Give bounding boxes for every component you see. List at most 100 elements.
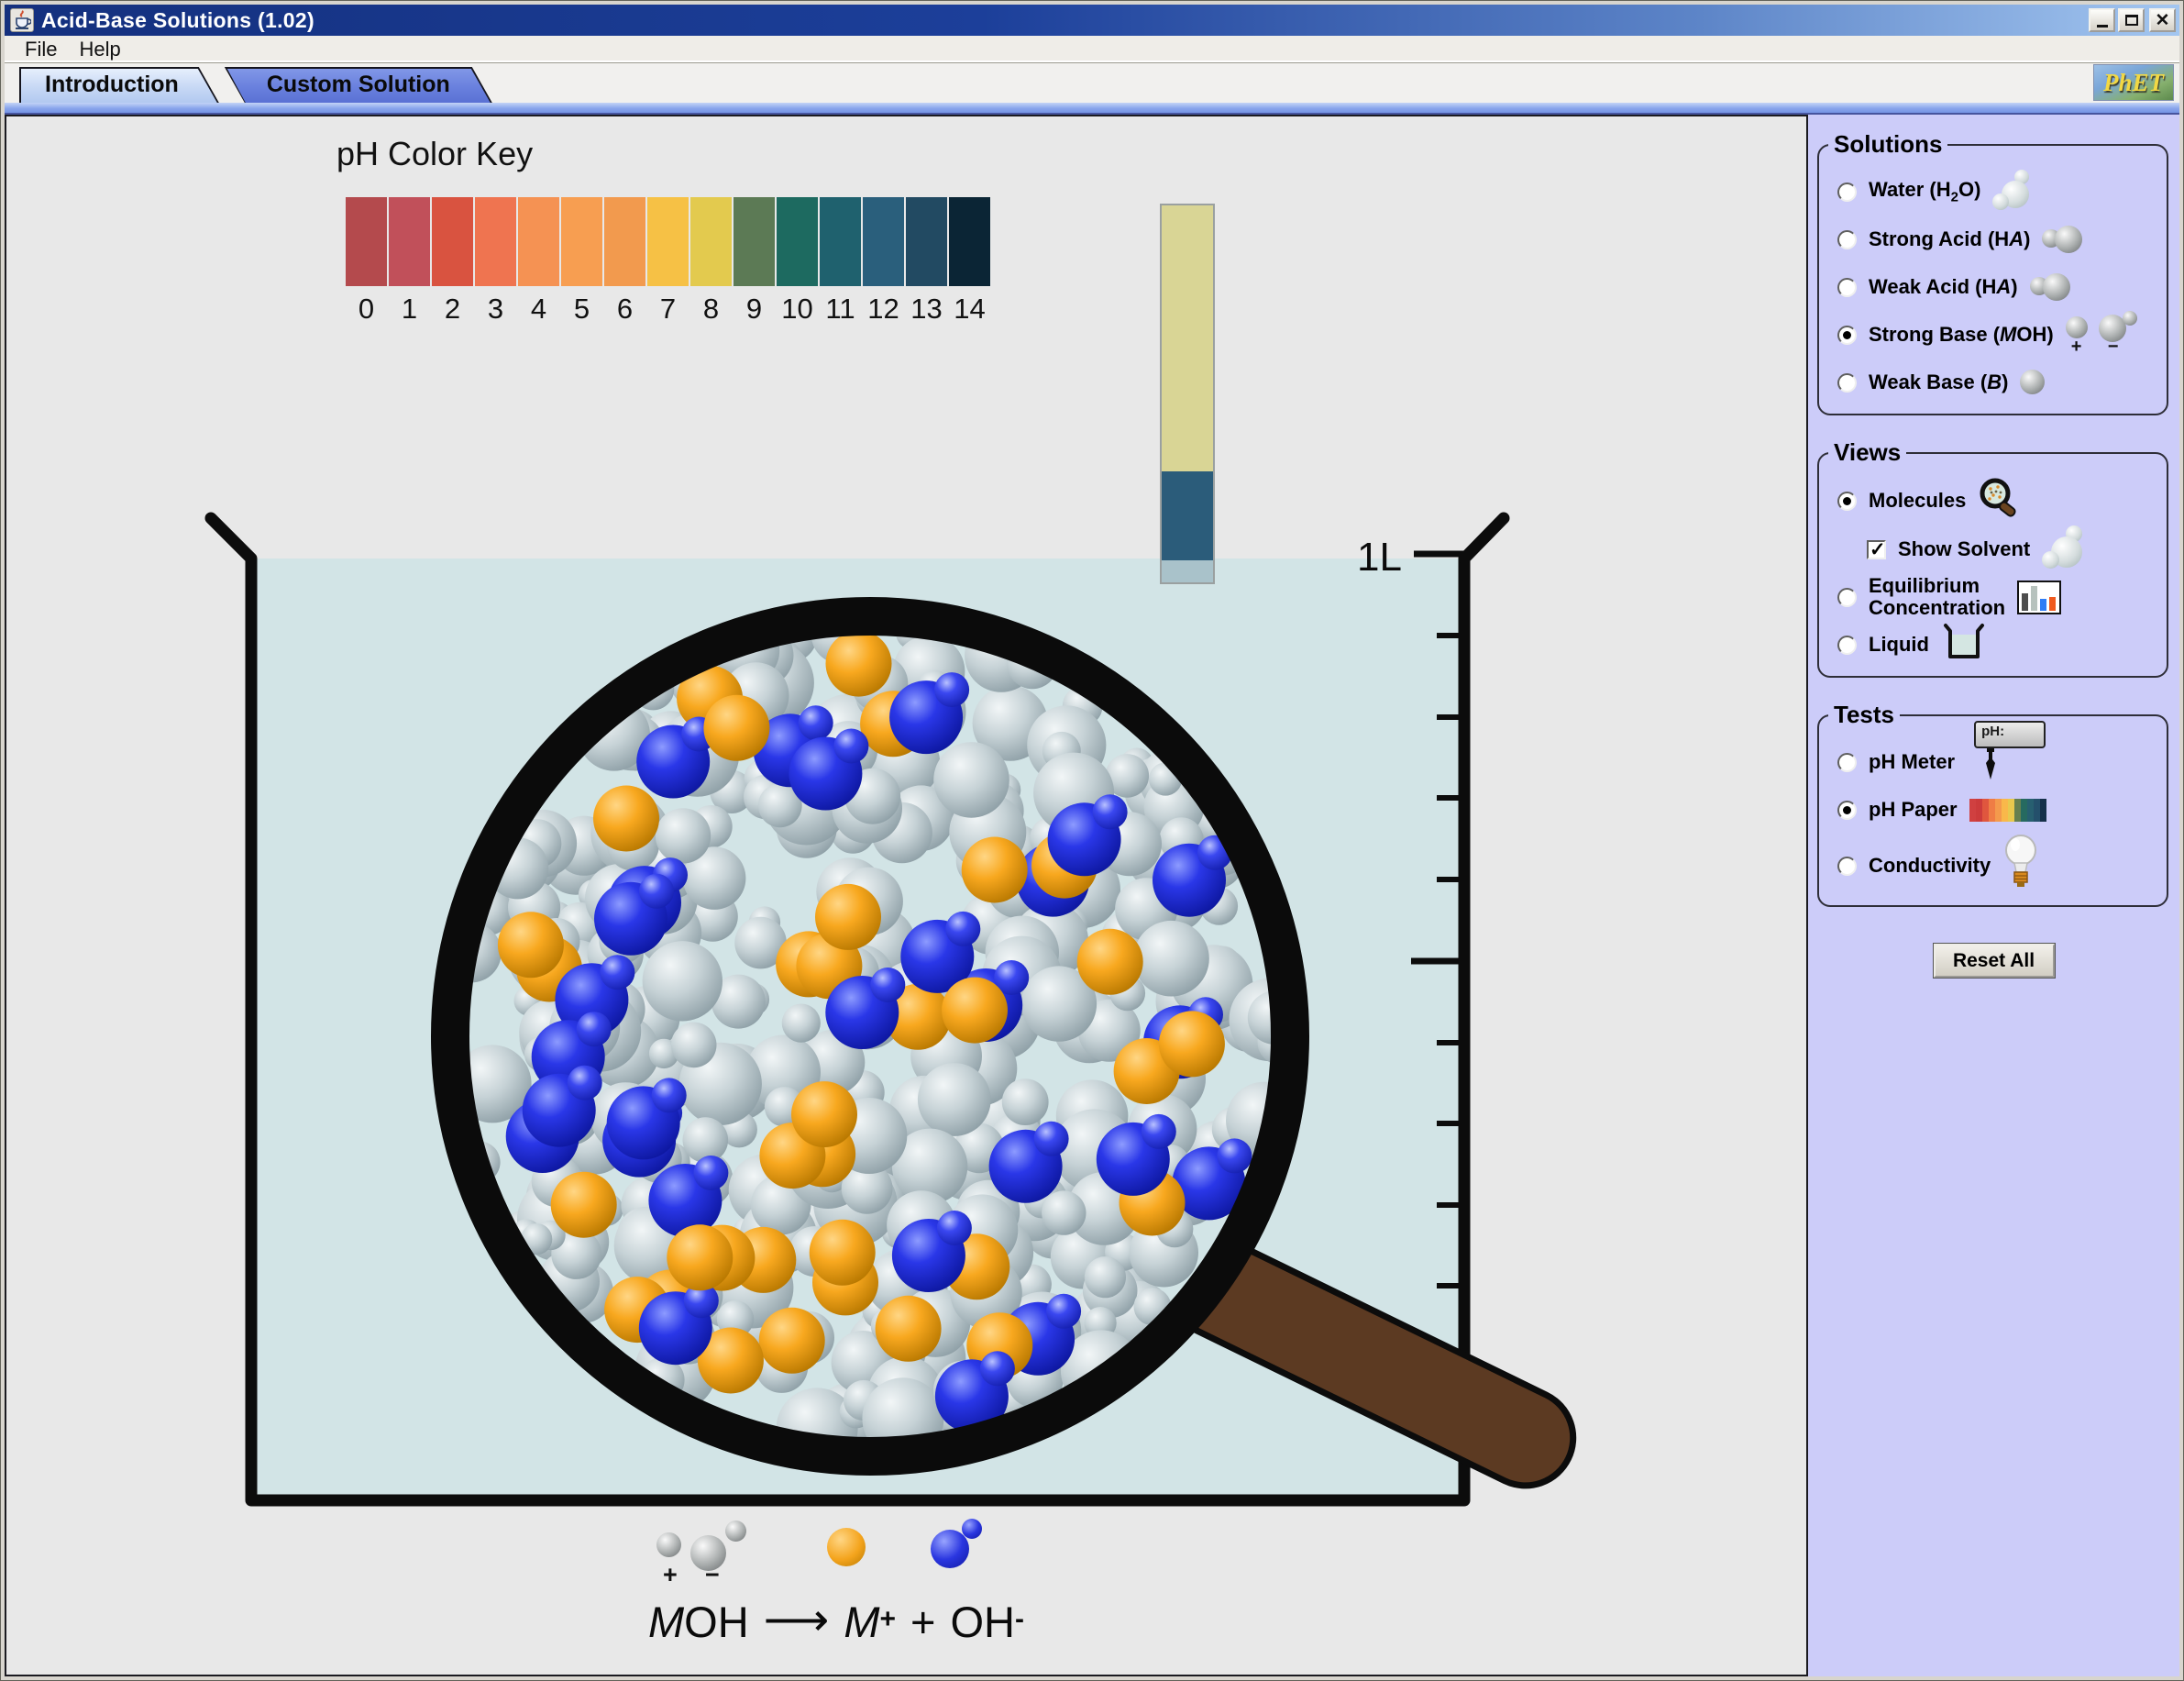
ph-swatch-5 bbox=[561, 197, 602, 286]
tab-separator-strip bbox=[5, 103, 2179, 115]
ph-paper-submerged-section bbox=[1162, 560, 1213, 582]
equation-product-cation: M+ bbox=[844, 1598, 897, 1646]
magnifier-icon bbox=[1978, 476, 2022, 525]
magnifier-molecules bbox=[467, 633, 1274, 1440]
tab-introduction[interactable]: Introduction bbox=[19, 67, 219, 103]
ph-swatch-4 bbox=[518, 197, 559, 286]
views-group: Views Molecules Show Solvent EquilibriumCo… bbox=[1817, 438, 2168, 678]
ph-swatch-10 bbox=[777, 197, 818, 286]
java-app-icon bbox=[10, 8, 34, 32]
ph-swatch-label: 9 bbox=[745, 293, 763, 325]
close-button[interactable]: ✕ bbox=[2149, 8, 2176, 32]
option-row-water: Water (H2O) bbox=[1826, 168, 2159, 216]
strong-base-molecules-icon: + − bbox=[2065, 311, 2146, 359]
legend-hydroxide-reactant-sphere bbox=[690, 1535, 726, 1571]
option-row-molecules: Molecules bbox=[1826, 476, 2159, 525]
label-ph-meter: pH Meter bbox=[1869, 750, 1956, 773]
ph-paper-strip[interactable] bbox=[1160, 204, 1215, 584]
equation-arrow: ⟶ bbox=[763, 1594, 830, 1645]
ph-swatch-label: 14 bbox=[954, 293, 986, 325]
equation-product-anion: OH- bbox=[950, 1598, 1024, 1646]
ph-swatch-label: 13 bbox=[910, 293, 943, 325]
ph-swatch-label: 1 bbox=[401, 293, 418, 325]
control-panel: Solutions Water (H2O) Strong Acid (HA) Wea… bbox=[1808, 115, 2179, 1676]
acid-molecule-icon bbox=[2042, 224, 2086, 255]
simulation-canvas: 1L bbox=[5, 115, 1808, 1676]
radio-strong-base[interactable] bbox=[1837, 325, 1857, 345]
ph-swatch-label: 5 bbox=[573, 293, 590, 325]
legend-hydroxide-ion-sphere bbox=[931, 1530, 969, 1568]
ph-paper-dipped-section bbox=[1162, 471, 1213, 560]
ph-swatch-label: 10 bbox=[781, 293, 813, 325]
phet-logo[interactable]: PhET bbox=[2093, 64, 2174, 101]
label-weak-acid: Weak Acid (HA) bbox=[1869, 275, 2018, 298]
option-row-equilibrium-concentration: Equilibrium Concentration bbox=[1826, 573, 2159, 621]
ph-color-key-labels: 0 1 2 3 4 5 6 7 8 9 10 11 12 13 14 bbox=[346, 293, 990, 326]
option-row-strong-base: Strong Base (MOH) + − bbox=[1826, 311, 2159, 359]
checkbox-show-solvent[interactable] bbox=[1867, 538, 1886, 561]
ph-swatch-label: 4 bbox=[530, 293, 547, 325]
label-water: Water (H2O) bbox=[1869, 178, 1981, 205]
option-row-ph-paper: pH Paper bbox=[1826, 786, 2159, 834]
legend-hydroxide-reactant-small-sphere bbox=[725, 1521, 746, 1542]
ph-swatch-1 bbox=[389, 197, 430, 286]
close-icon: ✕ bbox=[2155, 10, 2170, 30]
ph-swatch-13 bbox=[906, 197, 947, 286]
legend-hydroxide-ion-small-sphere bbox=[962, 1519, 982, 1539]
radio-ph-meter[interactable] bbox=[1837, 752, 1857, 772]
legend-metal-reactant-sphere bbox=[656, 1532, 681, 1557]
option-row-liquid: Liquid bbox=[1826, 621, 2159, 669]
ph-swatch-label: 2 bbox=[444, 293, 461, 325]
tab-bar: Introduction Custom Solution PhET bbox=[5, 63, 2179, 103]
label-ph-paper: pH Paper bbox=[1869, 798, 1958, 821]
ph-color-key-title: pH Color Key bbox=[336, 135, 534, 172]
option-row-ph-meter: pH Meter pH: bbox=[1826, 721, 2159, 786]
option-row-conductivity: Conductivity bbox=[1826, 834, 2159, 898]
option-row-show-solvent: Show Solvent bbox=[1826, 525, 2159, 573]
tests-group: Tests pH Meter pH: pH Paper Conductivity bbox=[1817, 701, 2168, 907]
solutions-group: Solutions Water (H2O) Strong Acid (HA) Wea… bbox=[1817, 130, 2168, 415]
ph-swatch-label: 8 bbox=[702, 293, 720, 325]
solvent-molecule-icon bbox=[2042, 525, 2088, 573]
magnifier-ring bbox=[431, 597, 1309, 1476]
maximize-icon bbox=[2124, 15, 2138, 26]
ph-meter-icon: pH: bbox=[1967, 721, 2049, 781]
ph-swatch-0 bbox=[346, 197, 387, 286]
magnifier[interactable] bbox=[6, 116, 1806, 1675]
light-bulb-icon bbox=[2002, 834, 2039, 898]
ph-swatch-9 bbox=[734, 197, 775, 286]
ph-color-key bbox=[346, 197, 990, 286]
window-title: Acid-Base Solutions (1.02) bbox=[41, 7, 314, 32]
menu-help[interactable]: Help bbox=[79, 37, 121, 61]
minimize-icon bbox=[2096, 24, 2108, 28]
bar-chart-icon bbox=[2017, 580, 2062, 614]
radio-weak-base[interactable] bbox=[1837, 372, 1857, 393]
radio-ph-paper[interactable] bbox=[1837, 800, 1857, 820]
radio-equilibrium-concentration[interactable] bbox=[1837, 587, 1857, 607]
radio-strong-acid[interactable] bbox=[1837, 229, 1857, 249]
beaker-volume-label: 1L bbox=[1357, 535, 1402, 580]
label-liquid: Liquid bbox=[1869, 633, 1929, 656]
reset-all-button[interactable]: Reset All bbox=[1932, 943, 2056, 979]
tab-custom-solution[interactable]: Custom Solution bbox=[225, 67, 492, 103]
acid-molecule-icon bbox=[2029, 271, 2074, 303]
label-conductivity: Conductivity bbox=[1869, 854, 1991, 877]
equation-plus: + bbox=[910, 1598, 936, 1646]
ph-swatch-label: 7 bbox=[659, 293, 677, 325]
radio-liquid[interactable] bbox=[1837, 635, 1857, 655]
radio-conductivity[interactable] bbox=[1837, 856, 1857, 876]
maximize-button[interactable] bbox=[2118, 8, 2145, 32]
ph-swatch-label: 12 bbox=[867, 293, 899, 325]
option-row-weak-acid: Weak Acid (HA) bbox=[1826, 263, 2159, 311]
menu-file[interactable]: File bbox=[25, 37, 58, 61]
radio-water[interactable] bbox=[1837, 182, 1857, 202]
ph-swatch-label: 0 bbox=[358, 293, 375, 325]
label-molecules: Molecules bbox=[1869, 489, 1967, 512]
minimize-button[interactable] bbox=[2089, 8, 2115, 32]
ph-swatch-6 bbox=[604, 197, 645, 286]
water-molecule-icon bbox=[1992, 170, 2035, 214]
ph-swatch-7 bbox=[647, 197, 689, 286]
radio-molecules[interactable] bbox=[1837, 491, 1857, 511]
label-equilibrium-concentration: Equilibrium Concentration bbox=[1869, 573, 2006, 619]
radio-weak-acid[interactable] bbox=[1837, 277, 1857, 297]
